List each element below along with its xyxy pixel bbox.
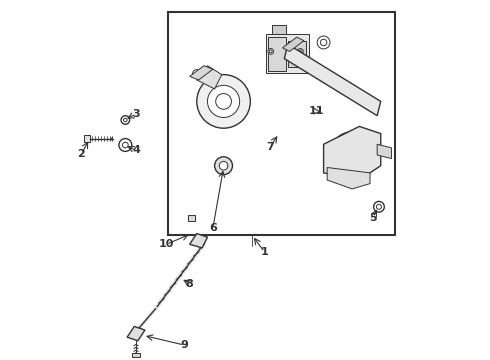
Text: 5: 5	[369, 212, 377, 222]
Text: 8: 8	[186, 279, 194, 289]
Circle shape	[121, 116, 130, 124]
Polygon shape	[284, 44, 381, 116]
Bar	[132, 353, 140, 357]
Circle shape	[123, 118, 127, 122]
Bar	[268, 37, 286, 71]
Circle shape	[207, 85, 240, 117]
Polygon shape	[127, 327, 145, 341]
Text: 6: 6	[209, 223, 217, 233]
Circle shape	[216, 94, 231, 109]
Circle shape	[340, 141, 365, 166]
Circle shape	[317, 36, 330, 49]
Circle shape	[193, 69, 201, 78]
Bar	[188, 215, 195, 221]
Polygon shape	[190, 234, 207, 248]
Polygon shape	[323, 126, 381, 180]
Circle shape	[331, 132, 373, 175]
Text: 9: 9	[180, 340, 188, 350]
Polygon shape	[283, 37, 304, 51]
Polygon shape	[327, 167, 370, 189]
Circle shape	[376, 204, 381, 209]
Circle shape	[299, 50, 302, 53]
Circle shape	[297, 49, 303, 54]
Bar	[267, 33, 309, 73]
Circle shape	[320, 39, 327, 46]
Circle shape	[347, 148, 358, 158]
Polygon shape	[377, 144, 392, 158]
Text: 7: 7	[266, 142, 274, 152]
Text: 2: 2	[77, 149, 85, 159]
Bar	[272, 24, 286, 33]
Polygon shape	[197, 66, 222, 89]
Circle shape	[270, 50, 272, 53]
Circle shape	[122, 142, 128, 148]
Text: 1: 1	[261, 247, 269, 257]
Circle shape	[215, 157, 232, 175]
Text: 4: 4	[132, 145, 140, 156]
Circle shape	[268, 49, 273, 54]
Circle shape	[373, 202, 384, 212]
Bar	[84, 135, 90, 143]
Bar	[288, 41, 306, 67]
Polygon shape	[190, 66, 213, 80]
Text: 10: 10	[159, 239, 174, 249]
Text: 11: 11	[309, 107, 324, 116]
Circle shape	[195, 237, 202, 244]
Text: 3: 3	[132, 109, 140, 119]
Circle shape	[220, 161, 228, 170]
Bar	[168, 12, 395, 235]
Circle shape	[197, 75, 250, 128]
Circle shape	[119, 139, 132, 152]
